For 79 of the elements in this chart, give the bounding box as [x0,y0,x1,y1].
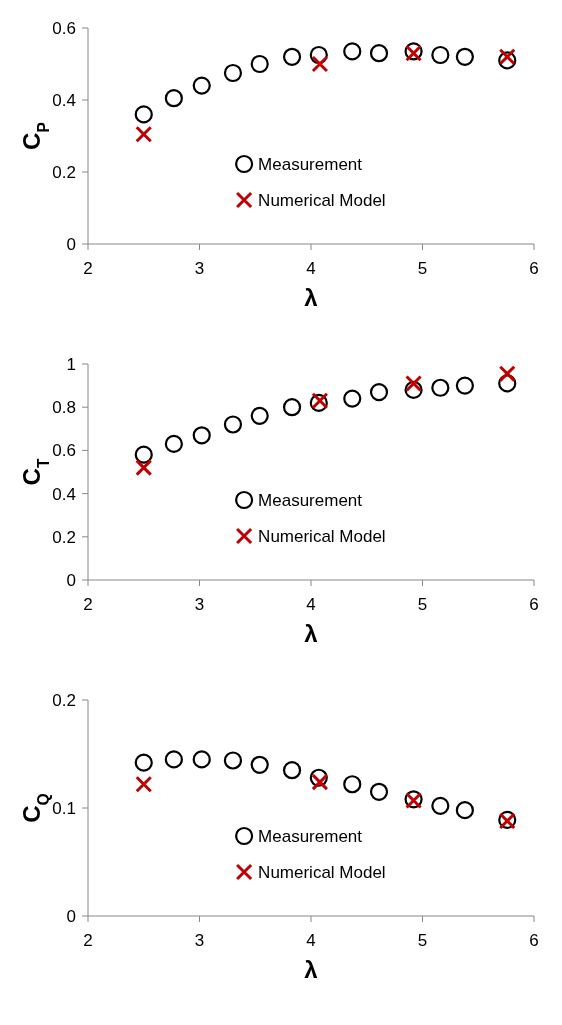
y-tick-label: 0.8 [52,398,76,418]
point [164,434,183,454]
point [405,374,423,392]
x-tick-label: 4 [306,931,316,950]
point [309,768,328,787]
y-tick-label: 0.2 [52,690,76,710]
point [192,426,211,445]
x-tick-label: 5 [417,595,428,614]
legend-label: Measurement [258,154,363,174]
point [282,47,302,66]
point [192,750,211,769]
point [134,105,153,124]
point [498,51,517,70]
x-tick-label: 3 [194,595,205,614]
y-tick-label: 0.1 [52,798,76,818]
point [135,125,153,143]
point [311,773,329,791]
x-tick-label: 6 [529,931,539,950]
point [455,801,474,820]
point [250,54,269,74]
y-tick-label: 0.6 [52,18,76,38]
legend-label: Numerical Model [258,862,386,882]
point [250,406,269,425]
x-axis-title: λ [304,956,318,983]
legend-label: Measurement [258,490,363,510]
x-axis-title: λ [304,284,318,311]
point [369,44,389,63]
x-tick-label: 6 [529,595,539,614]
point [369,382,389,402]
point [498,365,516,383]
point [498,374,517,393]
point [164,750,183,769]
x-tick-label: 4 [306,259,316,278]
point [282,398,302,417]
x-tick-label: 3 [194,931,205,950]
point [343,42,362,61]
x-tick-label: 2 [83,595,93,614]
point [223,751,243,770]
point [431,45,450,65]
y-tick-label: 0 [66,570,76,590]
point [223,415,243,434]
point [135,775,153,793]
y-tick-label: 0 [66,906,76,926]
point [135,459,153,477]
point [282,761,302,780]
y-tick-label: 0.2 [52,162,76,182]
legend-label: Numerical Model [258,526,386,546]
y-tick-label: 0.4 [52,90,76,110]
y-tick-label: 1 [66,354,76,374]
point [311,55,329,73]
point [343,389,362,408]
point [134,753,153,772]
point [164,89,183,108]
x-axis-title: λ [304,620,318,647]
x-tick-label: 2 [83,931,93,950]
x-tick-label: 2 [83,259,93,278]
point [134,445,153,464]
y-tick-label: 0.2 [52,527,76,547]
point [369,782,389,801]
y-tick-label: 0 [66,234,76,254]
point [431,378,450,397]
legend-label: Numerical Model [258,190,386,210]
y-tick-label: 0.6 [52,441,76,461]
x-tick-label: 5 [417,259,428,278]
legend-label: Measurement [258,826,363,846]
point [223,63,243,83]
point [498,48,516,66]
point [192,76,211,95]
x-tick-label: 5 [417,931,428,950]
x-tick-label: 6 [529,259,539,278]
x-tick-label: 4 [306,595,316,614]
point [404,380,423,400]
x-tick-label: 3 [194,259,205,278]
point [343,775,362,794]
y-tick-label: 0.4 [52,484,76,504]
point [250,755,269,774]
point [455,376,474,395]
point [455,47,474,66]
point [431,796,450,815]
